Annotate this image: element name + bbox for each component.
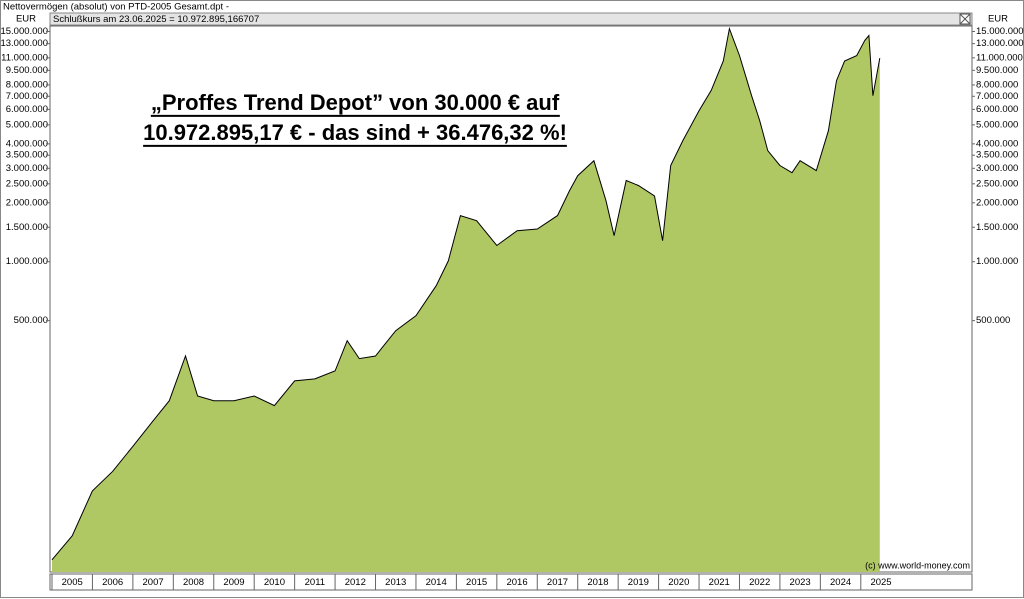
y-tick-label: 9.500.000 — [6, 65, 48, 76]
source: (c) www.world-money.com — [865, 560, 970, 570]
x-tick-label: 2008 — [183, 577, 204, 588]
y-tick-label-right: 4.000.000 — [976, 138, 1018, 149]
x-tick-label: 2020 — [668, 577, 689, 588]
y-tick-label-right: 3.500.000 — [976, 150, 1018, 161]
y-tick-label-right: 500.000 — [976, 315, 1010, 326]
y-tick-label: 1.500.000 — [6, 222, 48, 233]
x-tick-label: 2012 — [345, 577, 366, 588]
x-tick-label: 2005 — [62, 577, 83, 588]
x-tick-label: 2019 — [628, 577, 649, 588]
y-axis-label: EUR — [16, 14, 36, 25]
x-tick-label: 2018 — [587, 577, 608, 588]
y-tick-label: 3.500.000 — [6, 150, 48, 161]
y-tick-label: 2.500.000 — [6, 178, 48, 189]
y-tick-label: 5.000.000 — [6, 119, 48, 130]
y-axis-label-right: EUR — [988, 14, 1008, 25]
x-tick-label: 2024 — [830, 577, 851, 588]
x-tick-label: 2009 — [223, 577, 244, 588]
x-tick-label: 2013 — [385, 577, 406, 588]
y-tick-label: 15.000.000 — [0, 26, 48, 37]
y-tick-label-right: 2.500.000 — [976, 178, 1018, 189]
x-tick-label: 2006 — [102, 577, 123, 588]
y-tick-label: 2.000.000 — [6, 197, 48, 208]
subtitle-bar — [49, 12, 973, 26]
x-tick-label: 2015 — [466, 577, 487, 588]
y-tick-label: 1.000.000 — [6, 256, 48, 267]
x-tick-label: 2017 — [547, 577, 568, 588]
y-tick-label-right: 7.000.000 — [976, 91, 1018, 102]
y-tick-label: 4.000.000 — [6, 138, 48, 149]
y-tick-label: 7.000.000 — [6, 91, 48, 102]
chart-subtitle: Schlußkurs am 23.06.2025 = 10.972.895,16… — [53, 14, 259, 25]
y-tick-label-right: 9.500.000 — [976, 65, 1018, 76]
y-tick-label-right: 11.000.000 — [976, 52, 1023, 63]
annotation: „Proffes Trend Depot” von 30.000 € auf — [151, 90, 560, 115]
x-tick-label: 2021 — [709, 577, 730, 588]
y-tick-label-right: 1.000.000 — [976, 256, 1018, 267]
x-tick-label: 2016 — [506, 577, 527, 588]
y-tick-label-right: 6.000.000 — [976, 104, 1018, 115]
y-tick-label-right: 1.500.000 — [976, 222, 1018, 233]
x-tick-label: 2014 — [426, 577, 447, 588]
x-tick-label: 2023 — [790, 577, 811, 588]
y-tick-label: 11.000.000 — [1, 52, 48, 63]
chart-title: Nettovermögen (absolut) von PTD-2005 Ges… — [3, 2, 229, 13]
y-tick-label: 8.000.000 — [6, 79, 48, 90]
x-tick-label: 2007 — [143, 577, 164, 588]
y-tick-label-right: 5.000.000 — [976, 119, 1018, 130]
annotation: 10.972.895,17 € - das sind + 36.476,32 %… — [143, 120, 567, 145]
x-tick-label: 2011 — [305, 577, 325, 588]
x-tick-label: 2025 — [870, 577, 891, 588]
x-axis-bar — [49, 573, 973, 591]
y-tick-label-right: 13.000.000 — [976, 38, 1024, 49]
x-tick-label: 2010 — [264, 577, 285, 588]
y-tick-label-right: 2.000.000 — [976, 197, 1018, 208]
area — [52, 28, 880, 572]
y-tick-label: 500.000 — [14, 315, 48, 326]
line — [51, 26, 881, 561]
y-tick-label-right: 15.000.000 — [976, 26, 1024, 37]
y-tick-label: 13.000.000 — [0, 38, 48, 49]
y-tick-label: 3.000.000 — [6, 163, 48, 174]
y-tick-label: 6.000.000 — [6, 104, 48, 115]
x-tick-label: 2022 — [749, 577, 770, 588]
y-tick-label-right: 3.000.000 — [976, 163, 1018, 174]
close-button[interactable] — [959, 13, 971, 25]
y-tick-label-right: 8.000.000 — [976, 79, 1018, 90]
